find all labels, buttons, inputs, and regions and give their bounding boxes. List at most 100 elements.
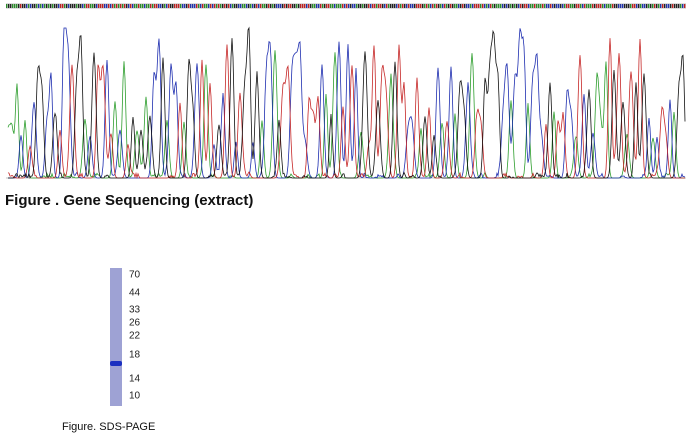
sequence-glyph [474,4,476,8]
sequence-glyph [342,4,344,8]
sequence-glyph [620,4,622,8]
sequence-glyph [544,4,546,8]
sequence-glyph [576,4,578,8]
sequence-glyph [624,4,626,8]
trace [8,26,686,179]
sequence-glyph [16,4,18,8]
marker-label: 10 [129,391,141,402]
sequence-glyph [106,4,108,8]
marker-label: 26 [129,318,141,329]
sequence-glyph [608,4,610,8]
sequence-glyph [14,4,16,8]
sequence-glyph [348,4,350,8]
sequence-glyph [176,4,178,8]
sequence-glyph [302,4,304,8]
sequence-glyph [628,4,630,8]
sequence-glyph [414,4,416,8]
sequence-glyph [454,4,456,8]
sequence-glyph [42,4,44,8]
sequence-glyph [382,4,384,8]
sequence-glyph [154,4,156,8]
sequence-glyph [516,4,518,8]
sequence-glyph [146,4,148,8]
sequence-glyph [194,4,196,8]
sequence-glyph [298,4,300,8]
sequence-glyph [8,4,10,8]
trace [8,27,686,179]
sequence-glyph [76,4,78,8]
sequence-glyph [340,4,342,8]
trace [7,38,685,179]
sequence-glyph [328,4,330,8]
sequence-glyph [500,4,502,8]
sequence-glyph [526,4,528,8]
sequence-glyph [610,4,612,8]
sequence-glyph [204,4,206,8]
sequence-glyph [70,4,72,8]
marker-label: 14 [129,374,141,385]
sequence-glyph [550,4,552,8]
sequence-glyph [658,4,660,8]
sequence-glyph [46,4,48,8]
sequence-glyph [602,4,604,8]
sequence-glyph [424,4,426,8]
sequence-glyph [208,4,210,8]
sequence-glyph [654,4,656,8]
sequence-glyph [230,4,232,8]
sequence-glyph [554,4,556,8]
sequence-glyph [582,4,584,8]
sequence-glyph [418,4,420,8]
sequence-glyph [412,4,414,8]
sequence-glyph [460,4,462,8]
sequence-glyph [242,4,244,8]
sequence-glyph [172,4,174,8]
sequence-glyph [296,4,298,8]
sequence-glyph [54,4,56,8]
sequence-glyph [534,4,536,8]
sequence-glyph [222,4,224,8]
sequence-glyph [522,4,524,8]
sequence-glyph [358,4,360,8]
sequence-glyph [248,4,250,8]
sequence-glyph [360,4,362,8]
sequence-glyph [662,4,664,8]
sequence-glyph [344,4,346,8]
sequence-glyph [160,4,162,8]
sequence-glyph [428,4,430,8]
sequence-glyph [258,4,260,8]
sequence-glyph [586,4,588,8]
sequence-glyph [308,4,310,8]
sequence-glyph [564,4,566,8]
sequence-glyph [170,4,172,8]
sequence-glyph [506,4,508,8]
sequence-glyph [156,4,158,8]
sequence-glyph [462,4,464,8]
sequence-glyph [612,4,614,8]
sequence-glyph [288,4,290,8]
sequence-glyph [84,4,86,8]
sequence-glyph [240,4,242,8]
sequence-glyph [652,4,654,8]
sequence-glyph [142,4,144,8]
sequence-glyph [326,4,328,8]
sequence-glyph [12,4,14,8]
sequence-glyph [314,4,316,8]
sequence-glyph [286,4,288,8]
sequence-glyph [272,4,274,8]
sequence-glyph [430,4,432,8]
sequence-glyph [218,4,220,8]
sequence-glyph [354,4,356,8]
sequence-glyph [166,4,168,8]
sequence-glyph [448,4,450,8]
sequence-glyph [590,4,592,8]
sequence-glyph [396,4,398,8]
sequence-glyph [356,4,358,8]
sequence-glyph [100,4,102,8]
sequence-glyph [58,4,60,8]
sequence-glyph [252,4,254,8]
sequence-glyph [294,4,296,8]
gel-figure: 70 44 33 26 22 18 14 10 [110,268,141,406]
sequence-glyph [392,4,394,8]
sequence-glyph [468,4,470,8]
sequence-glyph [232,4,234,8]
